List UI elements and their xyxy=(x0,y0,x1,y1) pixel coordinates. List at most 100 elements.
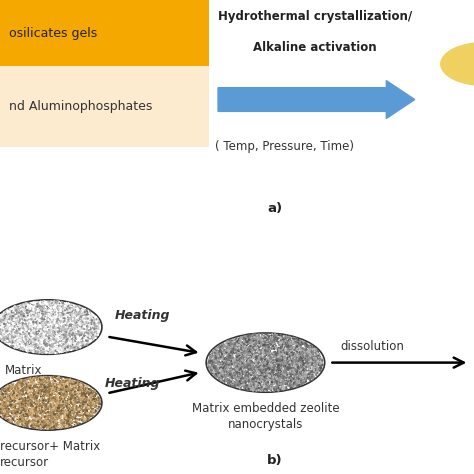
Point xyxy=(312,358,319,366)
Point xyxy=(74,382,82,389)
Point xyxy=(33,381,40,388)
Point xyxy=(252,331,259,338)
Point xyxy=(301,368,308,376)
Point xyxy=(27,409,34,417)
Point xyxy=(220,356,228,364)
Point xyxy=(208,366,215,374)
Point xyxy=(56,377,64,385)
Point xyxy=(64,422,72,429)
Point xyxy=(45,376,52,383)
Point xyxy=(78,379,85,387)
Point xyxy=(45,338,52,346)
Point xyxy=(64,306,72,313)
Point xyxy=(0,319,2,327)
Point xyxy=(293,369,301,376)
Point xyxy=(0,405,5,412)
Point xyxy=(250,371,258,378)
Point xyxy=(82,409,90,416)
Point xyxy=(73,337,81,345)
Point xyxy=(31,342,38,350)
Point xyxy=(235,373,242,381)
Point xyxy=(243,370,250,378)
Point xyxy=(95,403,103,410)
Point xyxy=(231,342,239,349)
Point xyxy=(242,343,250,351)
Point xyxy=(67,406,75,414)
Point xyxy=(5,382,13,389)
Point xyxy=(241,377,248,385)
Point xyxy=(61,381,68,388)
Point xyxy=(42,374,49,381)
Point xyxy=(299,361,307,368)
Point xyxy=(81,332,88,340)
Point xyxy=(41,337,49,345)
Point xyxy=(40,425,47,432)
Point xyxy=(247,339,255,346)
Point xyxy=(223,344,230,352)
Point xyxy=(66,387,74,395)
Point xyxy=(308,346,315,353)
Point xyxy=(299,346,306,354)
Point xyxy=(55,312,63,319)
Point xyxy=(78,397,85,404)
Point xyxy=(85,330,92,338)
Point xyxy=(37,379,45,387)
Point xyxy=(10,401,18,408)
Point xyxy=(284,356,292,363)
Point xyxy=(272,341,279,349)
Point xyxy=(237,363,245,371)
Point xyxy=(43,403,50,410)
Point xyxy=(33,318,41,325)
Point xyxy=(274,347,282,355)
Point xyxy=(24,412,31,420)
Point xyxy=(234,373,242,381)
Point xyxy=(275,345,283,352)
Point xyxy=(287,364,295,372)
Point xyxy=(274,354,282,361)
Point xyxy=(248,339,256,347)
Point xyxy=(276,363,283,371)
Point xyxy=(243,385,251,392)
Point xyxy=(235,341,242,348)
Point xyxy=(14,380,22,388)
Point xyxy=(27,336,34,344)
Point xyxy=(9,391,16,399)
Point xyxy=(63,387,71,395)
Point xyxy=(252,343,259,351)
Point xyxy=(277,367,285,375)
Point xyxy=(206,359,214,367)
Point xyxy=(287,373,294,381)
Point xyxy=(302,340,310,347)
Point xyxy=(76,403,83,410)
Point xyxy=(40,345,48,353)
Point xyxy=(27,383,34,390)
Point xyxy=(36,418,44,426)
Point xyxy=(30,420,38,428)
Point xyxy=(82,319,90,327)
Point xyxy=(61,345,69,353)
Point xyxy=(309,366,317,374)
Point xyxy=(215,374,223,382)
Point xyxy=(264,362,271,370)
Point xyxy=(45,398,53,405)
Point xyxy=(53,407,61,414)
Point xyxy=(46,322,54,330)
Point xyxy=(55,338,63,346)
Point xyxy=(0,395,1,403)
Point xyxy=(262,359,269,367)
Point xyxy=(33,420,40,428)
Point xyxy=(235,367,242,375)
Point xyxy=(49,349,57,357)
Point xyxy=(2,334,10,342)
Point xyxy=(226,345,234,352)
Text: Hydrothermal crystallization/: Hydrothermal crystallization/ xyxy=(218,10,412,23)
Point xyxy=(230,382,237,390)
Point xyxy=(234,373,241,381)
Point xyxy=(59,419,66,427)
Point xyxy=(229,374,237,381)
Point xyxy=(283,365,290,373)
Point xyxy=(61,423,68,431)
Point xyxy=(232,359,240,367)
Point xyxy=(301,376,309,384)
Point xyxy=(0,401,5,409)
